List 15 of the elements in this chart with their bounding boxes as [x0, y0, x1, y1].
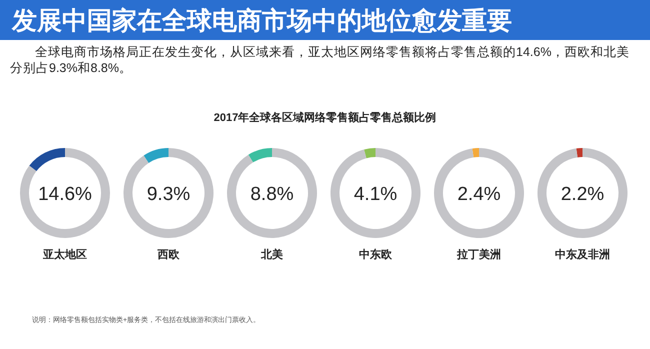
- xlabel: 拉丁美洲: [457, 249, 501, 261]
- annotation: 2.2%: [560, 184, 604, 205]
- annotation: 9.3%: [146, 184, 190, 205]
- xlabel: 西欧: [158, 249, 180, 261]
- xlabel: 亚太地区: [43, 249, 87, 261]
- annotation: 8.8%: [250, 184, 294, 205]
- xlabel: 中东欧: [359, 249, 392, 261]
- annotation: 2.4%: [457, 184, 501, 205]
- annotation: 14.6%: [38, 184, 92, 205]
- title: 发展中国家在全球电商市场中的地位愈发重要: [12, 7, 512, 35]
- subtitle: 全球电商市场格局正在发生变化，从区域来看，亚太地区网络零售额将占零售总额的14.6%，西欧和北美分别占9.3%和8.8%。: [10, 44, 630, 76]
- annotation: 2017年全球各区域网络零售额占零售总额比例: [214, 112, 436, 124]
- annotation: 4.1%: [354, 184, 398, 205]
- xlabel: 北美: [261, 249, 283, 261]
- xlabel: 中东及非洲: [555, 249, 610, 261]
